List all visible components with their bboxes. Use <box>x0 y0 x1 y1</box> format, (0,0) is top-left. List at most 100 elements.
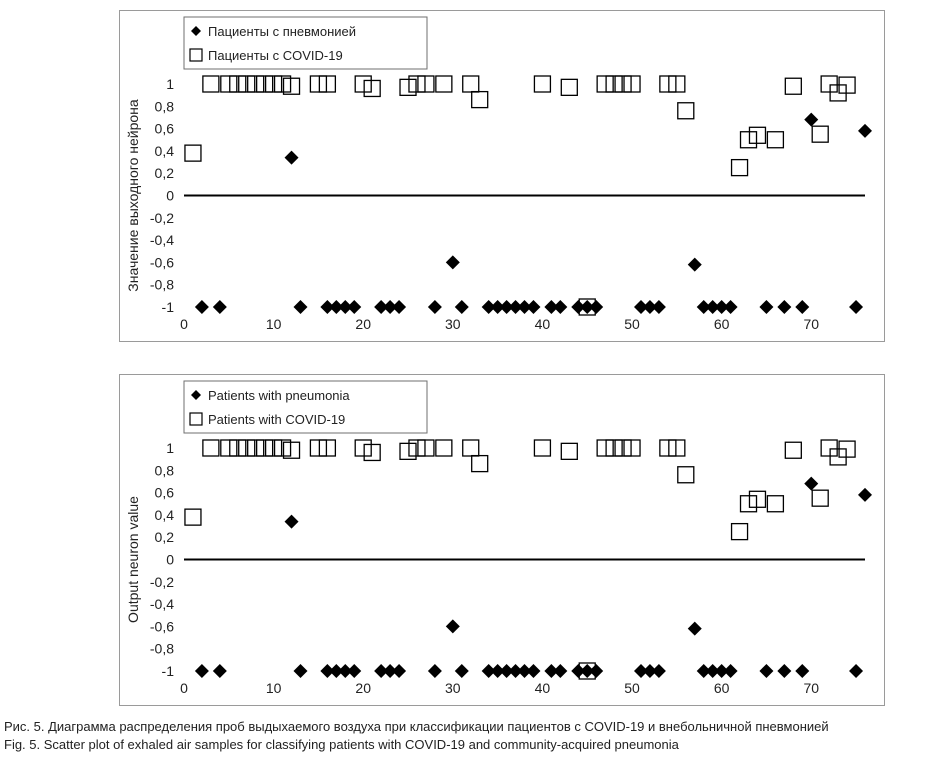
data-point-covid <box>282 77 301 95</box>
y-tick-label: -0,4 <box>150 596 174 612</box>
data-point-pneumonia <box>490 300 505 314</box>
data-point-covid <box>766 495 785 513</box>
data-point-pneumonia <box>499 664 514 678</box>
y-tick-label: -0,6 <box>150 618 174 634</box>
data-point-covid <box>309 75 328 93</box>
data-point-pneumonia <box>580 300 595 314</box>
y-tick-label: -0,4 <box>150 232 174 248</box>
data-point-pneumonia <box>858 487 872 502</box>
data-point-covid <box>596 75 614 93</box>
data-point-covid <box>417 75 435 93</box>
data-point-covid <box>659 75 677 93</box>
y-tick-label: -0,2 <box>150 574 174 590</box>
data-point-pneumonia <box>714 664 729 678</box>
data-point-pneumonia <box>723 664 738 678</box>
data-point-pneumonia <box>642 300 657 314</box>
data-point-covid <box>255 75 274 93</box>
data-point-covid <box>255 439 274 457</box>
data-point-pneumonia <box>777 300 792 314</box>
data-point-pneumonia <box>651 300 666 314</box>
y-tick-label: -0,8 <box>150 641 174 657</box>
data-point-pneumonia <box>705 664 720 678</box>
data-point-covid <box>247 439 265 457</box>
data-point-covid <box>282 441 301 459</box>
data-point-pneumonia <box>696 300 711 314</box>
data-point-covid <box>748 126 767 144</box>
data-point-covid <box>202 439 220 457</box>
data-point-pneumonia <box>714 300 729 314</box>
data-point-covid <box>560 78 578 96</box>
data-point-pneumonia <box>392 664 407 678</box>
data-point-covid <box>623 75 641 93</box>
chart-panel-en: -1 -0,8 -0,6 -0,4 -0,2 0 0,2 0,4 0,6 0,8 1 0 10 20 30 4… <box>119 374 885 706</box>
data-point-covid <box>730 158 749 177</box>
y-tick-label: -1 <box>162 299 175 315</box>
data-point-pneumonia <box>454 300 469 314</box>
data-point-covid <box>354 75 372 93</box>
data-point-covid <box>677 102 695 120</box>
data-point-covid <box>533 75 552 93</box>
data-point-pneumonia <box>849 664 864 678</box>
y-tick-label: 1 <box>166 440 174 456</box>
data-point-covid <box>471 454 489 473</box>
data-point-pneumonia <box>642 664 657 678</box>
data-point-covid <box>220 439 238 457</box>
data-point-pneumonia <box>571 300 586 314</box>
y-tick-label: -0,2 <box>150 210 174 226</box>
data-point-pneumonia <box>481 300 496 314</box>
data-point-pneumonia <box>544 300 559 314</box>
data-point-pneumonia <box>804 476 819 491</box>
data-point-covid <box>435 75 453 93</box>
data-point-pneumonia <box>293 664 308 678</box>
chart-panel-ru: -1 -0,8 -0,6 -0,4 -0,2 0 0,2 0,4 0,6 0,8 1 0 10 20 30 4… <box>119 10 885 342</box>
data-point-covid <box>318 75 337 93</box>
scatter-chart-en: -1-0,8-0,6-0,4-0,200,20,40,60,810 10 20 30 4… <box>125 380 872 696</box>
data-point-pneumonia <box>849 300 864 314</box>
y-tick-label: 0,8 <box>155 462 175 478</box>
data-point-pneumonia <box>454 664 469 678</box>
x-tick-label: 50 <box>624 680 640 696</box>
data-point-pneumonia <box>392 300 407 314</box>
data-point-pneumonia <box>804 112 819 127</box>
data-point-covid <box>739 495 758 513</box>
data-point-pneumonia <box>777 664 792 678</box>
data-point-covid <box>184 144 202 162</box>
data-point-pneumonia <box>320 300 335 314</box>
x-tick-label: 10 <box>266 316 282 332</box>
legend-marker-covid <box>189 48 203 62</box>
data-point-pneumonia <box>347 664 362 678</box>
data-point-covid <box>578 298 596 316</box>
legend-marker-pneumonia <box>191 390 201 400</box>
data-point-covid <box>623 439 641 457</box>
data-point-covid <box>614 439 632 457</box>
data-point-pneumonia <box>580 664 595 678</box>
x-tick-label: 10 <box>266 680 282 696</box>
data-point-pneumonia <box>212 300 227 314</box>
x-tick-label: 40 <box>535 316 551 332</box>
data-point-pneumonia <box>445 619 460 634</box>
data-point-pneumonia <box>427 300 442 314</box>
data-point-covid <box>229 75 247 93</box>
legend-box <box>183 380 428 434</box>
data-point-covid <box>363 443 381 462</box>
data-point-pneumonia <box>383 300 398 314</box>
x-tick-label: 40 <box>535 680 551 696</box>
data-point-covid <box>605 439 623 457</box>
x-tick-label: 50 <box>624 316 640 332</box>
y-tick-label: 0,2 <box>155 165 175 181</box>
data-point-covid <box>408 75 426 93</box>
data-point-pneumonia <box>329 664 344 678</box>
data-point-covid <box>273 439 292 457</box>
y-tick-label: -1 <box>162 663 175 679</box>
legend-label-pneumonia: Пациенты с пневмонией <box>208 24 356 39</box>
legend-marker-pneumonia <box>191 26 201 36</box>
y-axis-label: Output neuron value <box>125 496 141 623</box>
data-point-pneumonia <box>858 123 872 138</box>
data-point-pneumonia <box>499 300 514 314</box>
data-point-covid <box>784 77 802 95</box>
data-point-pneumonia <box>517 300 532 314</box>
legend-label-covid: Пациенты с COVID-19 <box>208 48 343 63</box>
data-point-pneumonia <box>329 300 344 314</box>
x-tick-label: 70 <box>803 680 819 696</box>
data-point-pneumonia <box>427 664 442 678</box>
